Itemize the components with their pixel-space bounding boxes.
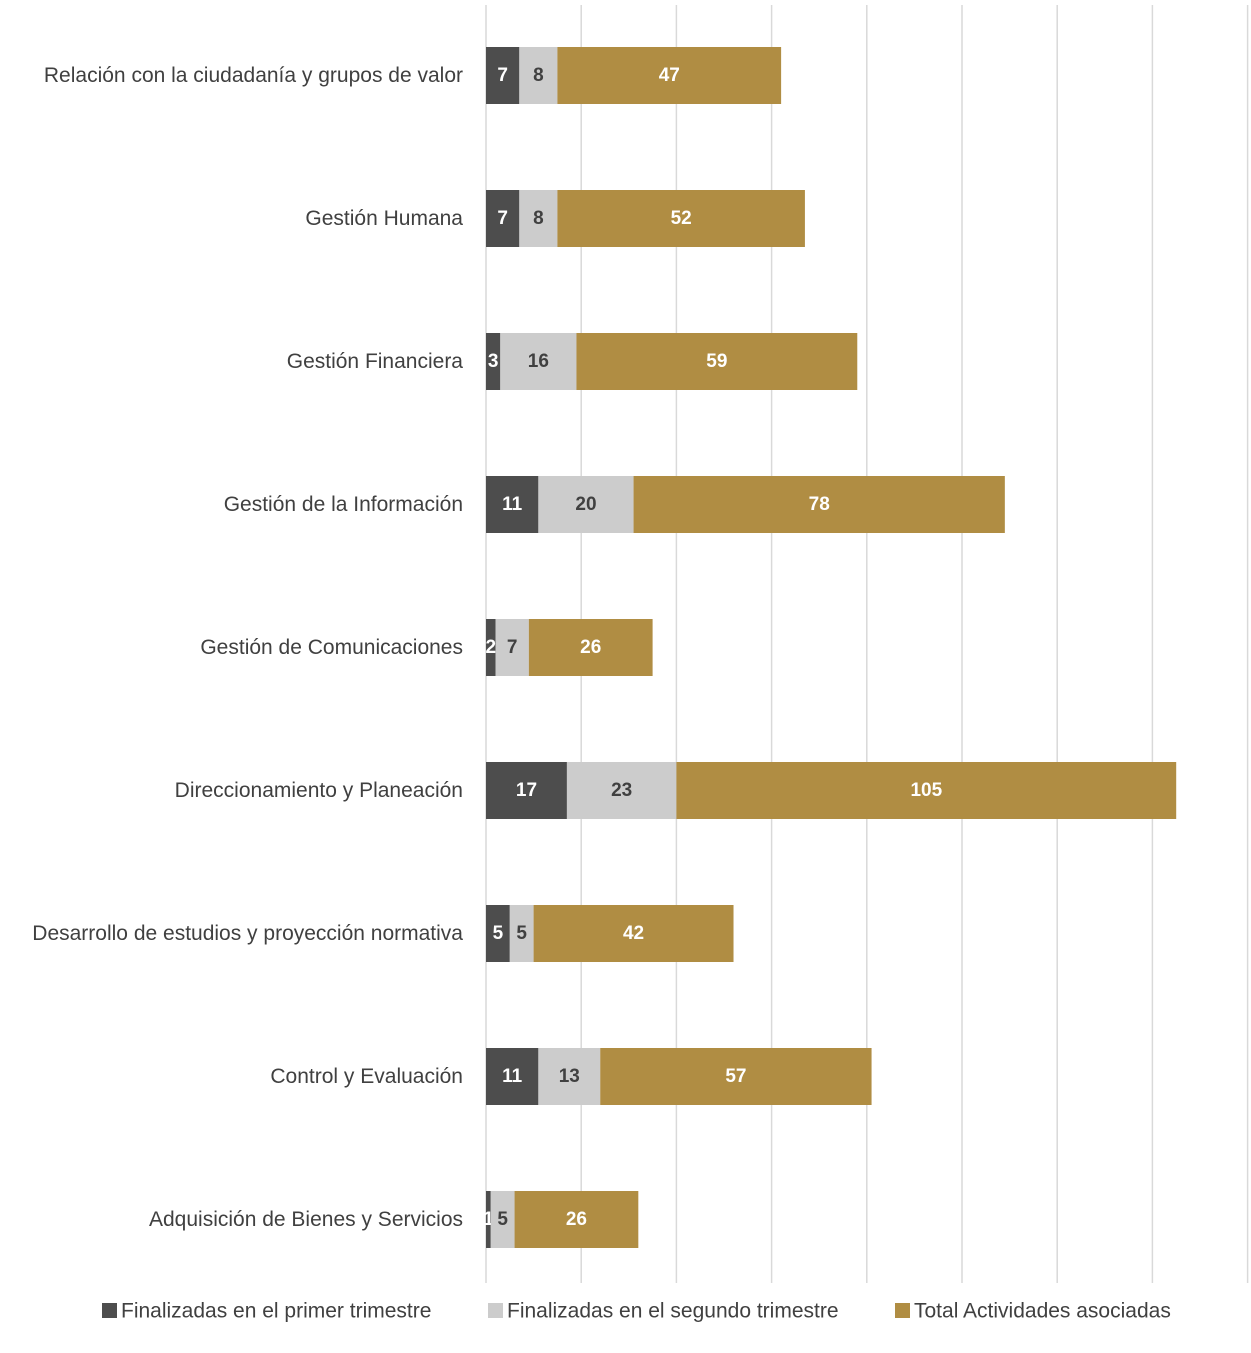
category-label: Adquisición de Bienes y Servicios [149, 1208, 463, 1231]
data-label: 105 [910, 780, 942, 801]
data-label: 5 [516, 923, 527, 944]
bar-segment [490, 1191, 515, 1248]
category-label: Gestión de la Información [224, 493, 463, 516]
data-label: 47 [659, 65, 680, 86]
data-label: 7 [507, 637, 518, 658]
bar-segment [538, 1048, 601, 1105]
data-label: 57 [725, 1066, 746, 1087]
data-label: 52 [671, 208, 692, 229]
legend-label: Finalizadas en el segundo trimestre [507, 1300, 839, 1323]
legend-swatch [102, 1303, 117, 1318]
bar-segment [495, 619, 529, 676]
category-label: Control y Evaluación [270, 1065, 463, 1088]
data-label: 78 [809, 494, 830, 515]
data-label: 8 [533, 65, 544, 86]
legend-swatch [488, 1303, 503, 1318]
category-label: Gestión de Comunicaciones [200, 636, 463, 659]
category-label: Relación con la ciudadanía y grupos de v… [44, 64, 463, 87]
data-label: 5 [497, 1209, 508, 1230]
bar-segment [486, 1191, 491, 1248]
data-label: 5 [493, 923, 504, 944]
bar-segment [538, 476, 634, 533]
data-label: 7 [497, 65, 508, 86]
bar-segment [528, 619, 653, 676]
data-label: 20 [575, 494, 596, 515]
bar-segment [519, 47, 558, 104]
data-label: 42 [623, 923, 644, 944]
bar-segment [633, 476, 1005, 533]
data-label: 26 [566, 1209, 587, 1230]
bar-segment [519, 190, 558, 247]
bar-segment [486, 619, 496, 676]
category-labels: Relación con la ciudadanía y grupos de v… [32, 64, 463, 1231]
bar-segment [486, 47, 520, 104]
bar-segment [576, 333, 858, 390]
bar-segment [486, 1048, 539, 1105]
bar-segment [514, 1191, 639, 1248]
category-label: Gestión Humana [305, 207, 463, 230]
data-label: 59 [706, 351, 727, 372]
bar-segment [509, 905, 534, 962]
data-label: 11 [502, 1066, 523, 1087]
bar-segment [486, 333, 501, 390]
bar-segment [533, 905, 734, 962]
data-label: 11 [502, 494, 523, 515]
data-label: 1 [483, 1209, 494, 1230]
bar-segment [676, 762, 1177, 819]
bar-segment [486, 905, 510, 962]
bar-segment [557, 47, 782, 104]
data-label: 17 [516, 780, 537, 801]
data-label: 23 [611, 780, 632, 801]
data-label: 2 [485, 637, 496, 658]
data-label: 7 [497, 208, 508, 229]
data-label: 16 [528, 351, 549, 372]
legend-label: Total Actividades asociadas [914, 1300, 1171, 1323]
bar-segment [566, 762, 677, 819]
legend: Finalizadas en el primer trimestre Finali… [102, 1300, 1171, 1323]
category-label: Desarrollo de estudios y proyección norm… [32, 922, 463, 945]
legend-label: Finalizadas en el primer trimestre [121, 1300, 431, 1323]
bar-segment [500, 333, 577, 390]
data-label: 3 [488, 351, 499, 372]
bar-segment [486, 762, 567, 819]
category-label: Direccionamiento y Planeación [175, 779, 463, 802]
bar-segment [600, 1048, 872, 1105]
data-label: 8 [533, 208, 544, 229]
bar-segment [486, 476, 539, 533]
data-label: 26 [580, 637, 601, 658]
legend-swatch [895, 1303, 910, 1318]
bar-segment [486, 190, 520, 247]
bar-segment [557, 190, 805, 247]
category-label: Gestión Financiera [287, 350, 464, 373]
data-label: 13 [559, 1066, 580, 1087]
